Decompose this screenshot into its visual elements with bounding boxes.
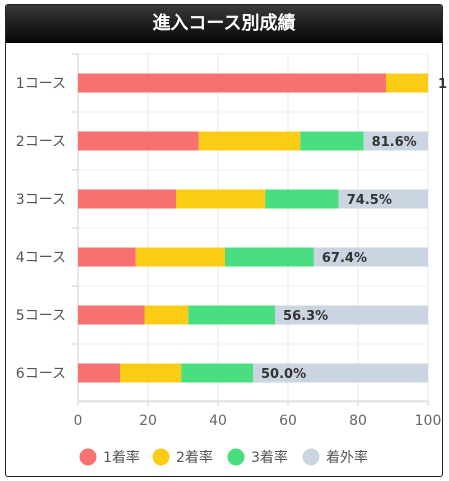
legend-swatch [302,448,320,466]
bar-segment [253,363,428,383]
bar-segment [120,363,182,383]
legend-label: 1着率 [103,449,140,466]
data-label: 56.3% [283,309,328,324]
bar-segment [176,189,266,209]
legend-swatch [79,448,97,466]
data-label: 81.6% [372,135,417,150]
category-label: 3コース [16,192,66,208]
category-label: 1コース [16,76,66,92]
x-tick-label: 100 [415,413,442,429]
bar-segment [78,363,120,383]
bar-segment [188,305,276,325]
bar-segment [78,131,199,151]
bar-segment [198,131,301,151]
legend-swatch [227,448,245,466]
category-label: 6コース [16,366,66,382]
bar-segment [181,363,253,383]
legend-label: 2着率 [176,449,213,466]
bar-segment [78,305,145,325]
x-tick-label: 80 [349,413,367,429]
category-label: 4コース [16,250,66,266]
bar-segment [78,247,136,267]
bar-segment [313,247,428,267]
legend-swatch [152,448,170,466]
bar-segment [135,247,225,267]
category-label: 5コース [16,308,66,324]
bar-segment [225,247,314,267]
bar-segment [275,305,428,325]
bar-segment [363,131,428,151]
data-label: 74.5% [347,193,392,208]
bar-segment [386,73,428,93]
bar-segment [265,189,339,209]
x-tick-label: 20 [139,413,157,429]
chart-title: 進入コース別成績 [6,5,442,43]
bar-segment [78,189,176,209]
x-tick-label: 60 [279,413,297,429]
data-label: 1 [438,77,447,92]
bar-segment [78,73,386,93]
legend-label: 3着率 [251,449,288,466]
data-label: 67.4% [322,251,367,266]
category-label: 2コース [16,134,66,150]
bar-segment [338,189,428,209]
data-label: 50.0% [261,367,306,382]
bar-segment [144,305,189,325]
bar-segment [300,131,364,151]
x-tick-label: 40 [209,413,227,429]
legend-label: 着外率 [326,449,368,466]
x-tick-label: 0 [74,413,83,429]
